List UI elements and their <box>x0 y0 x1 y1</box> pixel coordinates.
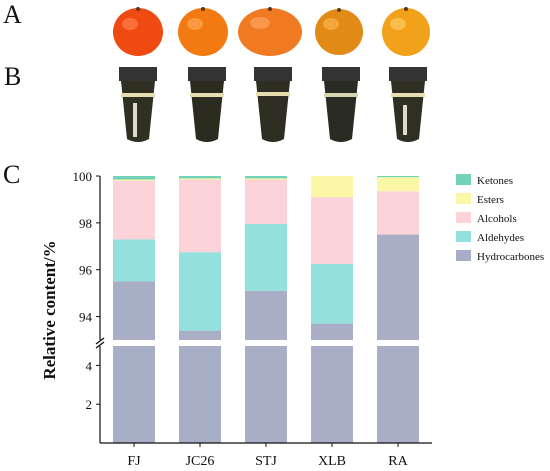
bar-lower-STJ-hydrocarbones <box>245 346 287 443</box>
bar-FJ-hydrocarbones <box>113 281 155 340</box>
bar-JC26-ketones <box>179 176 221 179</box>
bar-XLB-esters <box>311 176 353 198</box>
fruit-photo-fj <box>113 7 163 56</box>
bar-lower-FJ-hydrocarbones <box>113 346 155 443</box>
y-tick-label-2: 2 <box>86 397 93 412</box>
legend-label-aldehydes: Aldehydes <box>477 232 524 244</box>
bars-group <box>113 176 419 443</box>
bar-RA-alcohols <box>377 191 419 235</box>
x-tick-label-FJ: FJ <box>127 454 141 469</box>
bar-XLB-hydrocarbones <box>311 323 353 340</box>
legend-group: Ketones Esters Alcohols Aldehydes Hydrocarbo… <box>456 174 544 263</box>
panel-label-a: A <box>3 0 22 29</box>
bar-STJ-alcohols <box>245 179 287 225</box>
legend-label-ketones: Ketones <box>477 175 513 187</box>
tube-photo-ra <box>389 67 427 142</box>
bar-JC26-hydrocarbones <box>179 330 221 340</box>
bar-STJ-esters <box>245 178 287 180</box>
bar-lower-JC26-hydrocarbones <box>179 346 221 443</box>
legend-swatch-hydrocarbones <box>456 250 471 261</box>
bar-JC26-esters <box>179 178 221 180</box>
x-tick-label-XLB: XLB <box>318 454 346 469</box>
fruit-photo-xlb <box>315 8 363 55</box>
y-tick-label-4: 4 <box>86 358 93 373</box>
legend-swatch-esters <box>456 193 471 204</box>
bar-lower-XLB-hydrocarbones <box>311 346 353 443</box>
axis-break-mark-1 <box>95 337 105 345</box>
bar-FJ-aldehydes <box>113 239 155 282</box>
bar-RA-ketones <box>377 176 419 178</box>
y-tick-label-98: 98 <box>79 216 92 231</box>
bar-XLB-aldehydes <box>311 263 353 324</box>
legend-swatch-ketones <box>456 174 471 185</box>
bar-JC26-aldehydes <box>179 252 221 331</box>
legend-label-hydrocarbones: Hydrocarbones <box>477 251 544 263</box>
panel-label-c: C <box>3 160 21 189</box>
x-tick-label-JC26: JC26 <box>186 454 215 469</box>
fruit-photo-jc26 <box>178 7 228 56</box>
legend-swatch-aldehydes <box>456 231 471 242</box>
axes-group: FJ JC26 STJ XLB RA 94 96 98 100 2 4 Relative conten… <box>40 169 432 469</box>
bar-STJ-aldehydes <box>245 224 287 291</box>
legend-label-esters: Esters <box>477 194 504 206</box>
tube-photo-jc26 <box>188 67 226 142</box>
y-tick-label-100: 100 <box>73 169 93 184</box>
x-tick-label-STJ: STJ <box>255 454 277 469</box>
tube-photo-fj <box>119 67 157 142</box>
axis-break-mark-2 <box>95 341 105 349</box>
bar-STJ-ketones <box>245 176 287 179</box>
bar-RA-hydrocarbones <box>377 234 419 340</box>
tube-photo-stj <box>254 67 292 142</box>
bar-FJ-ketones <box>113 176 155 180</box>
legend-label-alcohols: Alcohols <box>477 213 517 225</box>
fruit-photo-ra <box>382 7 430 56</box>
y-tick-label-96: 96 <box>79 263 93 278</box>
stacked-bar-chart: FJ JC26 STJ XLB RA 94 96 98 100 2 4 Relative conten… <box>40 169 544 469</box>
bar-FJ-esters <box>113 179 155 181</box>
x-tick-label-RA: RA <box>388 454 408 469</box>
y-axis-title: Relative content/% <box>40 240 59 379</box>
bar-RA-esters <box>377 177 419 192</box>
bar-STJ-hydrocarbones <box>245 290 287 340</box>
bar-JC26-alcohols <box>179 179 221 253</box>
bar-lower-RA-hydrocarbones <box>377 346 419 443</box>
bar-FJ-alcohols <box>113 180 155 240</box>
panel-label-b: B <box>4 62 22 91</box>
y-tick-label-94: 94 <box>79 310 93 325</box>
bar-XLB-alcohols <box>311 197 353 264</box>
fruit-photo-stj <box>238 7 302 56</box>
legend-swatch-alcohols <box>456 212 471 223</box>
tube-photo-xlb <box>322 67 360 142</box>
